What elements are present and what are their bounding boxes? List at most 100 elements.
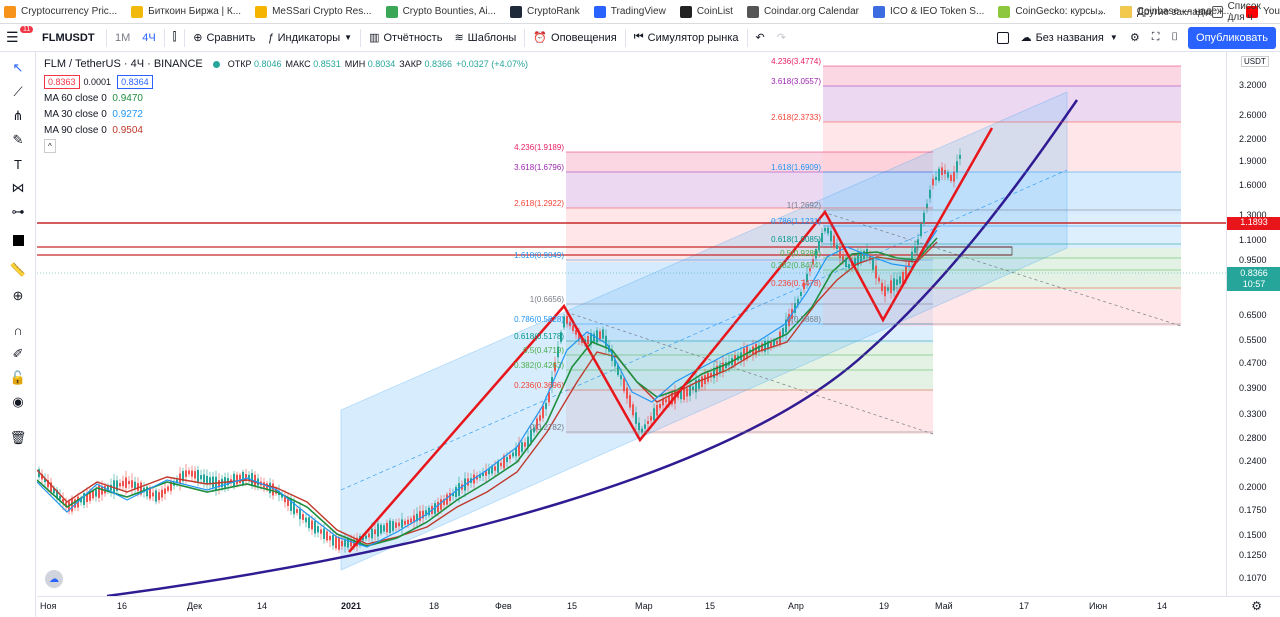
candle-body (935, 176, 937, 180)
alerts-button[interactable]: ⏰ Оповещения (533, 31, 617, 45)
candle-body (710, 372, 712, 378)
price-tick-label: 0.1070 (1239, 573, 1267, 583)
parabolic-curve[interactable] (106, 99, 1079, 596)
candle-body (404, 520, 406, 525)
fullscreen-toggle-checkbox[interactable] (991, 24, 1015, 52)
bookmark-item[interactable]: CoinGecko: курсы... (998, 5, 1106, 18)
ma-30-legend[interactable]: MA 30 close 0 0.9272 (44, 106, 528, 122)
candle-body (635, 412, 637, 424)
bookmark-item[interactable]: MeSSari Crypto Res... (255, 5, 372, 18)
ma-90-legend[interactable]: MA 90 close 0 0.9504 (44, 122, 528, 138)
bookmark-item[interactable]: ICO & IEO Token S... (873, 5, 984, 18)
candle-body (545, 402, 547, 410)
menu-button[interactable]: ☰ 11 (0, 24, 36, 52)
undo-button[interactable]: ↶ (750, 24, 771, 52)
bookmark-item[interactable]: Crypto Bounties, Ai... (385, 5, 496, 18)
candle-body (191, 470, 193, 477)
bookmark-favicon-icon (1246, 5, 1258, 18)
square-icon (996, 31, 1009, 44)
fib-level-label: 0.5(0.9280) (780, 249, 821, 258)
bookmarks-more-button[interactable]: » (1098, 6, 1104, 18)
layout-name-button[interactable]: ☁ Без названия ▼ (1020, 31, 1118, 45)
candle-body (311, 520, 313, 530)
price-tick-label: 0.3300 (1239, 409, 1267, 419)
fib-level-label: 2.618(2.3733) (771, 113, 821, 122)
fullscreen-button[interactable]: ⛶ (1146, 24, 1166, 52)
interval-1m-button[interactable]: 1М (115, 31, 131, 44)
spread-value: 0.0001 (83, 77, 112, 87)
bookmark-item[interactable]: Cryptocurrency Pric... (4, 5, 117, 18)
bookmark-favicon-icon (873, 5, 886, 18)
candle-body (65, 502, 67, 508)
currency-unit[interactable]: USDT (1241, 56, 1269, 67)
candle-body (803, 282, 805, 290)
candle-body (308, 517, 310, 529)
price-tick-label: 0.2400 (1239, 456, 1267, 466)
lock-icon[interactable]: 🔓 (9, 370, 27, 385)
time-tick-label: Дек (187, 601, 203, 611)
rectangle-drawing[interactable] (916, 246, 1013, 256)
zoom-in-icon[interactable]: ⊕ (12, 288, 24, 303)
pitchfork-icon[interactable]: ⋔ (12, 108, 24, 123)
ruler-icon[interactable]: 📏 (9, 262, 27, 277)
axis-settings-button[interactable]: ⚙ (1251, 599, 1262, 613)
candle-body (515, 447, 517, 457)
fib-diagonal (822, 211, 1182, 327)
bookmark-item[interactable]: CoinList (679, 5, 733, 18)
redo-button[interactable]: ↷ (771, 24, 792, 52)
price-chart[interactable]: 4.236(1.9189) 3.618(1.6796) 2.618(1.2922) 1… (37, 52, 1226, 596)
candle-body (38, 469, 40, 478)
ma-60-legend[interactable]: MA 60 close 0 0.9470 (44, 90, 528, 106)
prediction-icon[interactable]: ⊶ (11, 204, 25, 219)
replay-button[interactable]: ⏮ Симулятор рынка (633, 31, 739, 44)
bid-price[interactable]: 0.8363 (44, 75, 80, 89)
symbol-search-button[interactable]: FLMUSDT (42, 31, 95, 44)
trend-line-icon[interactable]: ⟋ (13, 84, 23, 99)
text-icon[interactable]: T (14, 156, 22, 172)
price-axis[interactable]: USDT 3.2000 2.6000 2.2000 1.9000 1.6000 1.300… (1226, 52, 1280, 596)
publish-button[interactable]: Опубликовать (1188, 27, 1276, 49)
candle-body (119, 483, 121, 487)
lock-drawings-icon[interactable]: ✐ (12, 346, 24, 361)
price-tick-label: 0.9500 (1239, 255, 1267, 265)
magnet-icon[interactable]: ∩ (13, 322, 23, 338)
color-square-icon[interactable] (8, 230, 28, 250)
candle-body (392, 521, 394, 531)
compare-button[interactable]: ⊕ Сравнить (193, 31, 256, 45)
indicators-button[interactable]: ƒ Индикаторы ▼ (267, 31, 353, 44)
candle-body (593, 333, 595, 342)
candle-body (521, 442, 523, 452)
bookmark-item[interactable]: Coindar.org Calendar (746, 5, 859, 18)
fib-level-label: 0.236(0.3696) (514, 381, 564, 390)
bookmark-item[interactable]: CryptoRank (509, 5, 580, 18)
bookmark-item[interactable]: YouTube (1246, 5, 1280, 18)
candle-body (122, 481, 124, 487)
settings-button[interactable]: ⚙ (1124, 24, 1146, 52)
bookmark-other[interactable]: Другие закладки (1120, 0, 1214, 24)
templates-button[interactable]: ≋ Шаблоны (454, 31, 517, 45)
collapse-legend-button[interactable]: ^ (44, 139, 56, 153)
bookmark-reading-list[interactable]: Список для ч (1212, 0, 1280, 24)
candle-body (137, 483, 139, 491)
bookmark-item[interactable]: Биткоин Биржа | К... (131, 5, 241, 18)
candle-body (770, 341, 772, 348)
candle-body (290, 499, 292, 511)
trash-icon[interactable]: 🗑 (9, 430, 27, 445)
snapshot-button[interactable]: ⌷ (1165, 24, 1184, 52)
candle-body (878, 277, 880, 282)
brush-icon[interactable]: ✎ (12, 132, 24, 147)
pattern-icon[interactable]: ⋈ (11, 180, 25, 195)
candle-body (347, 538, 349, 548)
chart-type-button[interactable]: ⫿ (167, 24, 183, 52)
cursor-icon[interactable]: ↖ (12, 60, 24, 75)
expand-icon: ⛶ (1151, 31, 1160, 43)
eye-icon[interactable]: ◉ (12, 394, 24, 409)
bookmark-item[interactable]: TradingView (593, 5, 666, 18)
reports-button[interactable]: ▥ Отчётность (369, 31, 443, 45)
candle-body (758, 345, 760, 352)
candle-body (527, 436, 529, 448)
interval-4h-button[interactable]: 4Ч (142, 31, 156, 44)
ask-price[interactable]: 0.8364 (117, 75, 153, 89)
bookmark-favicon-icon (509, 5, 522, 18)
time-axis[interactable]: Ноя 16 Дек 14 2021 18 Фев 15 Мар 15 Апр 19 Май 17 Июн 1… (37, 596, 1280, 617)
